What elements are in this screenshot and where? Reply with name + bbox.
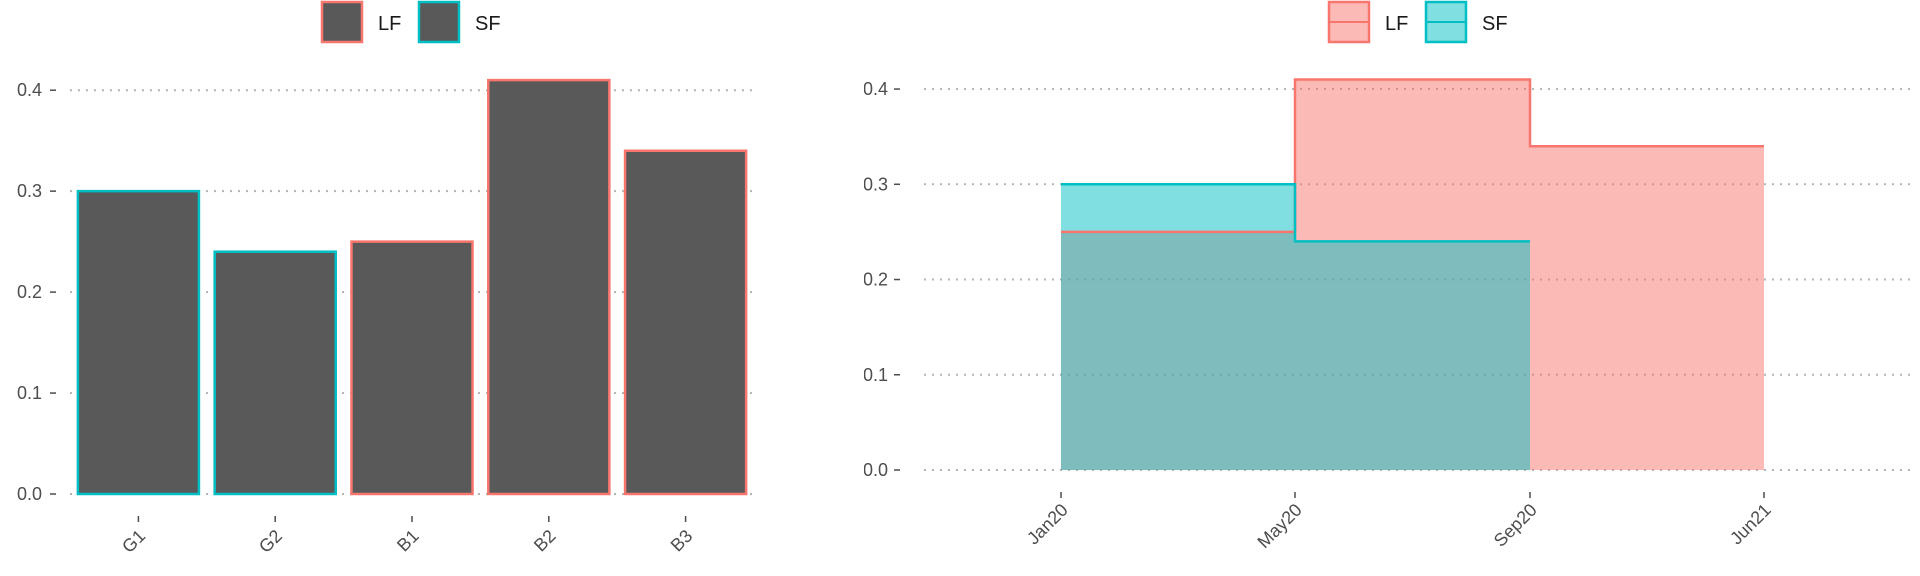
y-tick-label: 0.4 — [17, 80, 42, 100]
x-tick-label: May20 — [1253, 500, 1305, 552]
x-tick-label: G1 — [118, 526, 149, 557]
area-sf — [1061, 184, 1530, 471]
y-tick-label: 0.1 — [864, 365, 888, 385]
legend: LF SF — [320, 0, 501, 44]
line-sf — [1061, 183, 1530, 243]
y-tick-label: 0.0 — [17, 484, 42, 504]
y-tick-label: 0.3 — [17, 181, 42, 201]
y-tick-label: 0.0 — [864, 460, 888, 480]
legend-key-sf — [417, 0, 461, 44]
x-tick-label: Sep20 — [1490, 500, 1541, 551]
legend-key-lf — [320, 0, 364, 44]
bar-g2 — [213, 250, 337, 496]
y-tick-label: 0.2 — [17, 282, 42, 302]
x-tick-label: Jun21 — [1726, 500, 1775, 549]
x-tick-label: G2 — [255, 526, 286, 557]
x-tick-label: B2 — [530, 526, 560, 556]
bar-b2 — [487, 78, 611, 496]
y-tick-label: 0.1 — [17, 383, 42, 403]
y-tick-label: 0.3 — [864, 174, 888, 194]
bar-chart: 0.0 0.1 0.2 0.3 0.4 G1 G2 B1 B2 B3 LF SF — [17, 0, 752, 557]
x-tick-label: B3 — [667, 526, 697, 556]
bar-b3 — [623, 149, 748, 496]
x-tick-label: Jan20 — [1023, 500, 1072, 549]
bar-chart-panel: 0.0 0.1 0.2 0.3 0.4 G1 G2 B1 B2 B3 LF SF — [0, 0, 768, 576]
y-tick-label: 0.2 — [864, 270, 888, 290]
legend-label: LF — [378, 13, 401, 35]
y-tick-label: 0.4 — [864, 79, 888, 99]
line-lf — [1061, 78, 1764, 234]
step-area-chart-panel: 0.0 0.1 0.2 0.3 0.4 Jan20 May20 Sep20 Jun21 LF SF — [864, 0, 1920, 576]
legend-label: LF — [1385, 13, 1408, 35]
legend-label: SF — [1482, 13, 1508, 35]
legend-label: SF — [475, 13, 501, 35]
bar-b1 — [350, 240, 474, 496]
step-area-chart: 0.0 0.1 0.2 0.3 0.4 Jan20 May20 Sep20 Jun21 LF SF — [864, 0, 1912, 552]
legend: LF SF — [1327, 0, 1508, 44]
bar-g1 — [76, 189, 201, 496]
x-tick-label: B1 — [393, 526, 423, 556]
